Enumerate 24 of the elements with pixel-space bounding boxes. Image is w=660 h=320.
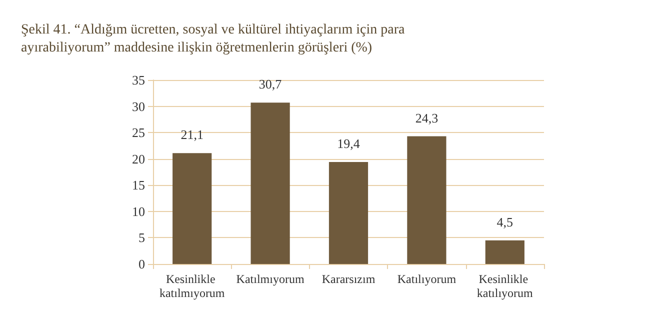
y-tick-label: 5: [138, 230, 145, 246]
data-label: 4,5: [496, 214, 514, 230]
data-label: 19,4: [337, 136, 360, 152]
y-tick-label: 30: [132, 98, 145, 114]
y-tick-label: 10: [132, 204, 145, 219]
y-tick-label: 20: [132, 151, 145, 166]
y-tick-label: 0: [138, 256, 145, 272]
bar: [485, 240, 524, 264]
data-label: 21,1: [180, 127, 204, 142]
x-tick-label: Kesinlikle katılıyorum: [476, 272, 534, 300]
bar: [407, 136, 446, 264]
bar: [328, 162, 368, 264]
data-label: 24,3: [415, 110, 438, 126]
bar: [250, 102, 290, 264]
x-tick-label: Katılıyorum: [397, 272, 457, 286]
bar: [172, 153, 212, 264]
x-tick-label: Katılmıyorum: [236, 272, 305, 286]
x-tick-label: Kesinlikle katılmıyorum: [159, 272, 226, 300]
chart-title: Şekil 41. “Aldığım ücretten, sosyal ve kültürel ihtiyaçlarım için para ayırabiliyorum” maddesine ilişkin öğretmenlerin görüşleri (%): [21, 22, 408, 56]
x-tick-label: Kararsızım: [322, 272, 376, 286]
y-tick-label: 25: [132, 125, 145, 140]
y-tick-label: 15: [132, 178, 145, 193]
y-tick-label: 35: [132, 72, 145, 88]
data-label: 30,7: [258, 76, 282, 92]
